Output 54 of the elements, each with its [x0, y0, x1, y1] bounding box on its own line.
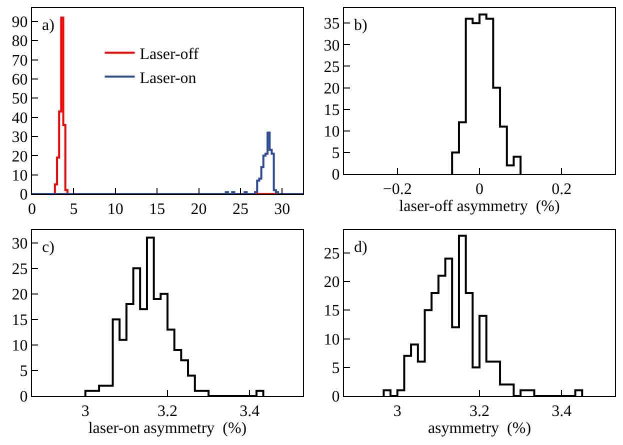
y-tick-label: 20 [12, 148, 28, 166]
annotation: c) [42, 239, 54, 256]
x-tick-label: 3.4 [552, 403, 572, 420]
y-tick-label: 20 [324, 274, 340, 292]
x-tick-label: 3.2 [158, 403, 178, 420]
y-tick-label: 25 [12, 260, 28, 278]
y-tick-label: 10 [12, 338, 28, 355]
y-tick-label: 35 [324, 16, 340, 33]
x-tick-label: 3 [393, 403, 402, 420]
y-tick-label: 10 [324, 331, 340, 348]
x-tick-label: 3 [81, 403, 90, 420]
y-tick-label: 0 [332, 388, 340, 406]
legend-label: Laser-on [140, 70, 196, 87]
y-tick-label: 20 [324, 80, 340, 98]
x-tick-label: −0.2 [382, 181, 412, 198]
y-tick-label: 15 [12, 312, 28, 329]
y-tick-label: 10 [12, 167, 28, 184]
y-tick-label: 70 [12, 52, 28, 70]
y-tick-label: 5 [332, 360, 340, 377]
y-tick-label: 0 [20, 388, 28, 406]
y-tick-label: 0 [332, 166, 340, 184]
annotation: d) [354, 239, 368, 256]
y-tick-label: 25 [324, 246, 340, 262]
y-tick-label: 90 [12, 14, 28, 32]
y-tick-label: 60 [12, 72, 28, 89]
annotation: a) [42, 17, 54, 34]
x-tick-label: 20 [190, 201, 207, 218]
y-tick-label: 30 [324, 37, 340, 54]
y-tick-label: 50 [12, 90, 28, 108]
y-tick-label: 40 [12, 110, 28, 127]
x-tick-label: 30 [274, 201, 290, 218]
y-tick-label: 20 [12, 286, 28, 304]
x-tick-label: 25 [232, 201, 248, 218]
x-tick-label: 5 [70, 201, 78, 218]
x-axis-title: laser-off asymmetry (%) [399, 198, 560, 216]
y-tick-label: 30 [12, 129, 28, 146]
y-tick-label: 5 [20, 363, 28, 380]
y-tick-label: 10 [324, 123, 340, 140]
y-tick-label: 5 [332, 145, 340, 162]
x-tick-label: 0.2 [552, 181, 572, 198]
y-tick-label: 80 [12, 33, 28, 50]
x-tick-label: 10 [107, 201, 124, 218]
legend-label: Laser-off [140, 46, 200, 64]
y-tick-label: 15 [324, 302, 340, 320]
x-tick-label: 15 [149, 201, 166, 218]
x-tick-label: 3.4 [240, 403, 260, 420]
y-tick-label: 15 [324, 102, 340, 119]
x-axis-title: asymmetry (%) [428, 420, 532, 438]
x-tick-label: 0 [476, 181, 484, 198]
x-axis-title: laser-on asymmetry (%) [88, 420, 247, 438]
y-tick-label: 25 [324, 58, 340, 76]
y-tick-label: 30 [12, 235, 28, 252]
x-tick-label: 3.2 [470, 403, 490, 420]
annotation: b) [354, 17, 368, 34]
